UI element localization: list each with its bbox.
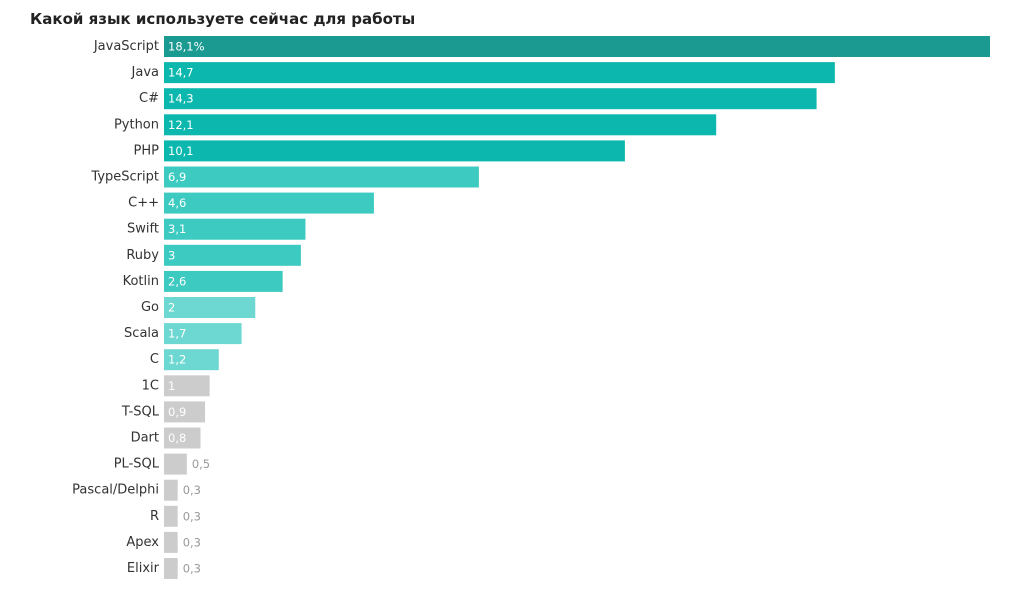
bar-t-sql <box>164 401 206 423</box>
value-label: 3 <box>168 248 175 262</box>
chart-title: Какой язык используете сейчас для работы <box>30 10 416 28</box>
category-label: Java <box>131 65 159 80</box>
bar-scala <box>164 323 242 345</box>
bar-kotlin <box>164 270 283 292</box>
category-label: Scala <box>124 326 159 341</box>
category-label: Dart <box>131 431 159 446</box>
category-label: C# <box>139 91 159 106</box>
bars-layer: JavaScript 18,1% Java 14,7 C# 14,3 Python 12,1 P… <box>72 36 990 579</box>
bar-elixir <box>164 558 178 579</box>
bar-go <box>164 297 256 318</box>
bar-java <box>164 62 835 84</box>
category-label: PHP <box>134 143 160 158</box>
category-label: Elixir <box>127 561 160 576</box>
value-label: 3,1 <box>168 222 186 236</box>
bar-c <box>164 349 219 371</box>
value-label: 14,3 <box>168 92 194 106</box>
value-label: 2 <box>168 301 175 315</box>
value-label: 0,8 <box>168 431 186 445</box>
bar-swift <box>164 218 306 240</box>
category-label: Swift <box>127 222 159 237</box>
bar-javascript <box>164 36 990 57</box>
value-label: 12,1 <box>168 118 194 132</box>
bar-pascal-delphi <box>164 479 178 501</box>
bar-c- <box>164 192 374 214</box>
category-label: C++ <box>128 196 159 211</box>
value-label: 0,3 <box>183 509 201 523</box>
value-label: 1,2 <box>168 353 186 367</box>
value-label: 0,9 <box>168 405 186 419</box>
category-label: T-SQL <box>121 404 160 419</box>
category-label: Kotlin <box>123 274 159 289</box>
bar-apex <box>164 531 178 553</box>
bar-1c <box>164 375 210 397</box>
category-label: TypeScript <box>90 170 159 185</box>
category-label: Pascal/Delphi <box>72 483 159 498</box>
category-label: R <box>150 509 159 524</box>
value-label: 6,9 <box>168 170 186 184</box>
bar-pl-sql <box>164 453 187 475</box>
value-label: 1,7 <box>168 327 186 341</box>
value-label: 0,3 <box>183 562 201 576</box>
value-label: 0,3 <box>183 483 201 497</box>
value-label: 0,5 <box>192 457 210 471</box>
value-label: 10,1 <box>168 144 194 158</box>
bar-dart <box>164 427 201 449</box>
category-label: PL-SQL <box>114 457 160 472</box>
category-label: Ruby <box>126 248 159 263</box>
value-label: 2,6 <box>168 274 186 288</box>
category-label: C <box>150 352 159 367</box>
bar-c- <box>164 88 817 110</box>
category-label: Python <box>114 117 159 132</box>
bar-r <box>164 505 178 527</box>
bar-php <box>164 140 625 162</box>
category-label: Apex <box>126 535 159 550</box>
category-label: JavaScript <box>93 39 159 54</box>
category-label: Go <box>141 300 159 315</box>
bar-python <box>164 114 717 136</box>
value-label: 14,7 <box>168 66 194 80</box>
value-label: 1 <box>168 379 175 393</box>
bar-typescript <box>164 166 479 188</box>
bar-ruby <box>164 244 301 266</box>
value-label: 18,1% <box>168 40 205 54</box>
value-label: 4,6 <box>168 196 186 210</box>
value-label: 0,3 <box>183 535 201 549</box>
category-label: 1C <box>142 378 159 393</box>
